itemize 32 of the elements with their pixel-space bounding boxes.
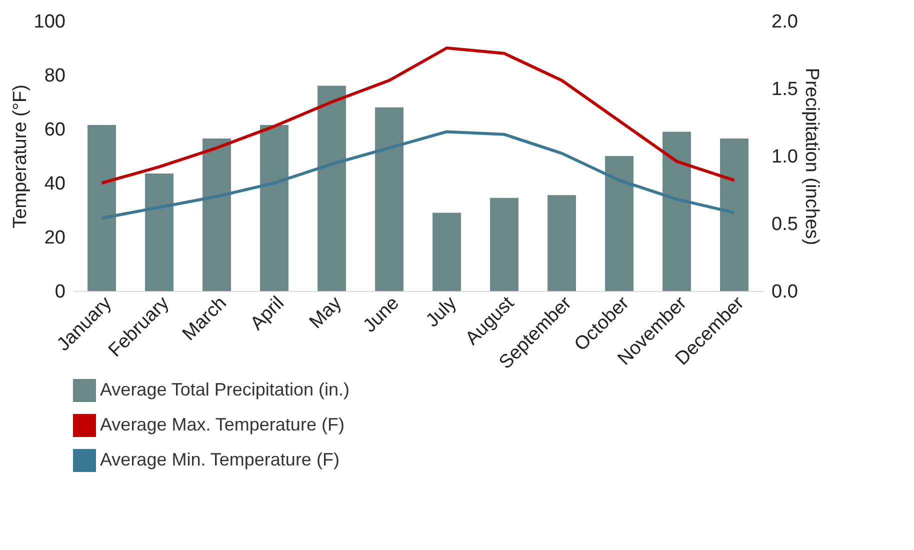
bar (490, 198, 518, 291)
line-series (100, 130, 736, 220)
y2-tick-label: 2.0 (772, 12, 798, 32)
bar (318, 86, 346, 291)
y-tick-label: 40 (44, 174, 66, 194)
y2-tick-label: 1.5 (772, 79, 798, 100)
bar (548, 195, 576, 291)
y-tick-label: 0 (54, 282, 66, 302)
y2-tick-label: 0.0 (772, 282, 798, 302)
bar (432, 212, 461, 291)
y-tick-label: 60 (44, 120, 66, 140)
bar (720, 138, 748, 291)
y-axis-title: Temperature (°F) (10, 84, 31, 228)
y-tick-label: 80 (44, 66, 66, 86)
legend-label: Average Min. Temperature (F) (100, 450, 340, 470)
x-tick-label: May (306, 292, 346, 334)
bar (662, 132, 691, 291)
line-series (100, 46, 736, 184)
bar (605, 156, 634, 291)
legend-label: Average Max. Temperature (F) (100, 414, 344, 434)
y-tick-label: 20 (44, 228, 66, 248)
bar (375, 107, 404, 291)
y2-tick-label: 1.0 (772, 146, 798, 168)
y2-axis-title: Precipitation (inches) (800, 68, 822, 246)
bar (145, 174, 174, 291)
y2-tick-label: 0.5 (772, 214, 798, 235)
bar (202, 138, 231, 291)
legend-label: Average Total Precipitation (in.) (100, 380, 350, 400)
bar (260, 124, 288, 291)
x-tick-label: July (422, 292, 462, 332)
y-tick-label: 100 (34, 12, 66, 32)
bar (88, 124, 116, 291)
